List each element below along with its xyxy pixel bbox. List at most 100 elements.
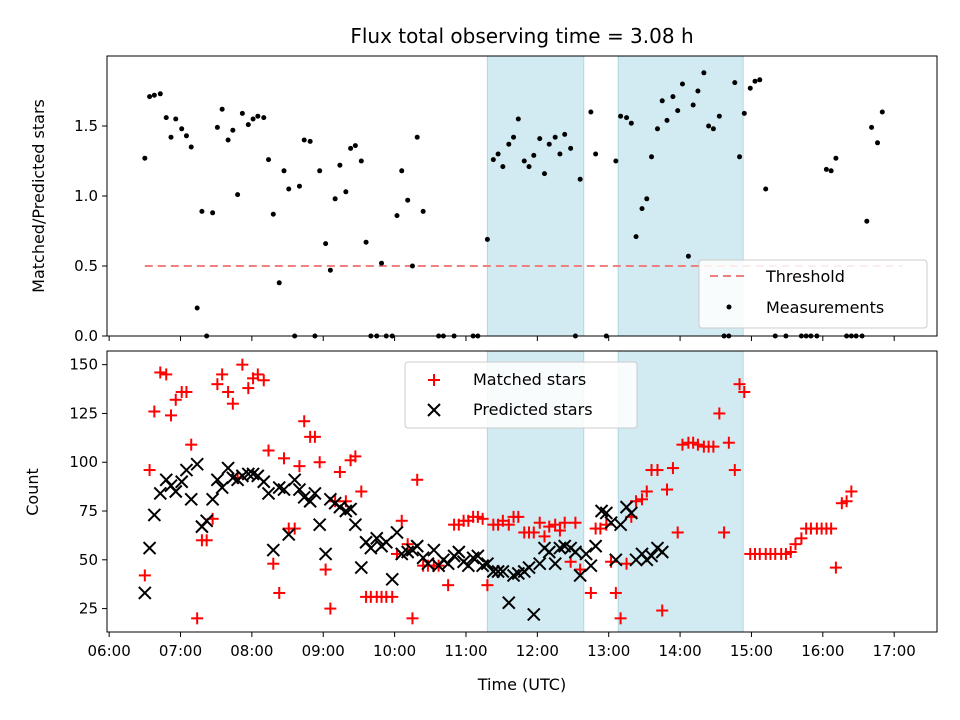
predicted-star-point [174, 475, 189, 489]
predicted-star-point [257, 475, 271, 489]
matched-star-point [845, 485, 858, 498]
matched-star-point [242, 382, 255, 395]
measurement-point [747, 85, 753, 91]
matched-star-point [262, 444, 275, 457]
predicted-star-point [318, 547, 333, 561]
measurement-point [163, 115, 169, 121]
matched-star-point [512, 510, 525, 523]
predicted-star-point [533, 556, 547, 571]
matched-star-point [636, 493, 649, 506]
measurement-point [337, 162, 343, 168]
measurement-point [225, 137, 231, 143]
matched-star-point [789, 538, 802, 551]
measurement-point [557, 151, 563, 157]
measurement-point [732, 80, 738, 86]
measurement-point [828, 168, 834, 174]
measurement-point [301, 137, 307, 143]
measurement-point [659, 98, 665, 104]
x-axis-label: Time (UTC) [477, 675, 566, 694]
measurement-point [741, 110, 747, 116]
measurement-point [869, 124, 875, 130]
matched-star-point [185, 438, 198, 451]
threshold-legend-label: Threshold [765, 267, 845, 286]
matched-star-point [293, 460, 306, 473]
x-tick-label: 12:00 [516, 642, 559, 660]
predicted-star-point [502, 596, 516, 610]
predicted-star-point [138, 586, 152, 600]
matched-star-point [406, 612, 419, 625]
measurements-legend-label: Measurements [766, 298, 884, 317]
matched-star-point [527, 526, 540, 539]
measurement-point [394, 213, 400, 219]
top-panel: 0.0 0.5 1.0 1.5 Matched/Predicted stars Thr… [29, 55, 938, 345]
predicted-star-point [370, 531, 384, 546]
x-tick-label: 08:00 [230, 642, 273, 660]
measurement-point [710, 126, 716, 132]
predicted-star-point [297, 490, 311, 505]
predicted-star-point [190, 457, 204, 471]
measurement-point [409, 263, 415, 269]
measurement-point [526, 164, 532, 170]
matched-legend-swatch [428, 374, 440, 386]
matched-star-point [502, 518, 515, 531]
shaded-interval-2 [617, 350, 744, 633]
x-tick-label: 07:00 [159, 642, 202, 660]
matched-star-point [666, 462, 679, 475]
count-points [138, 358, 858, 625]
matched-star-point [267, 557, 280, 570]
y-tick-label: 0.0 [74, 327, 98, 345]
matched-star-point [226, 397, 239, 410]
y-tick-label: 150 [69, 356, 98, 374]
measurement-point [511, 134, 517, 140]
x-tick-label: 15:00 [730, 642, 773, 660]
matched-star-point [733, 378, 746, 391]
measurement-point [706, 123, 712, 129]
measurement-point [379, 260, 385, 266]
matched-star-point [333, 465, 346, 478]
measurement-point [875, 140, 881, 146]
matched-star-point [558, 516, 571, 529]
bottom-panel: 25 50 75 100 125 150 06:00 07:00 08:00 09:00 10:0… [23, 350, 938, 694]
measurement-point [219, 106, 225, 112]
matched-star-point [656, 604, 669, 617]
matched-star-point [620, 557, 633, 570]
measurement-point [151, 92, 157, 98]
predicted-star-point [527, 607, 541, 622]
measurement-point [654, 126, 660, 132]
measurement-point [399, 168, 405, 174]
predicted-star-point [410, 539, 424, 553]
predicted-star-point [599, 506, 614, 520]
measurement-point [879, 109, 885, 115]
predicted-star-point [471, 549, 485, 563]
matched-star-point [169, 393, 182, 406]
y-tick-label: 100 [69, 453, 98, 471]
measurement-point [695, 88, 701, 94]
matched-legend-label: Matched stars [473, 370, 586, 389]
top-x-ticks [108, 336, 895, 341]
measurement-point [296, 183, 302, 189]
matched-star-point [236, 358, 249, 371]
measurement-point [628, 120, 634, 126]
predicted-legend-label: Predicted stars [473, 400, 593, 419]
measurement-point [358, 158, 364, 164]
measurement-point [270, 211, 276, 217]
measurement-point [679, 81, 685, 87]
measurement-point [343, 189, 349, 195]
matched-star-point [273, 586, 286, 599]
matched-star-point [154, 366, 167, 379]
matched-star-point [313, 456, 326, 469]
measurement-point [515, 116, 521, 122]
matched-star-point [584, 586, 597, 599]
measurement-point [307, 138, 313, 144]
predicted-star-point [421, 556, 435, 571]
y-tick-label: 0.5 [74, 257, 98, 275]
x-tick-label: 14:00 [658, 642, 701, 660]
measurement-point [864, 218, 870, 224]
matched-star-point [200, 534, 213, 547]
measurement-point [157, 91, 163, 97]
predicted-star-point [266, 543, 280, 557]
matched-star-point [660, 483, 673, 496]
matched-star-point [691, 438, 704, 451]
predicted-star-point [613, 517, 628, 532]
matched-star-point [728, 464, 741, 477]
